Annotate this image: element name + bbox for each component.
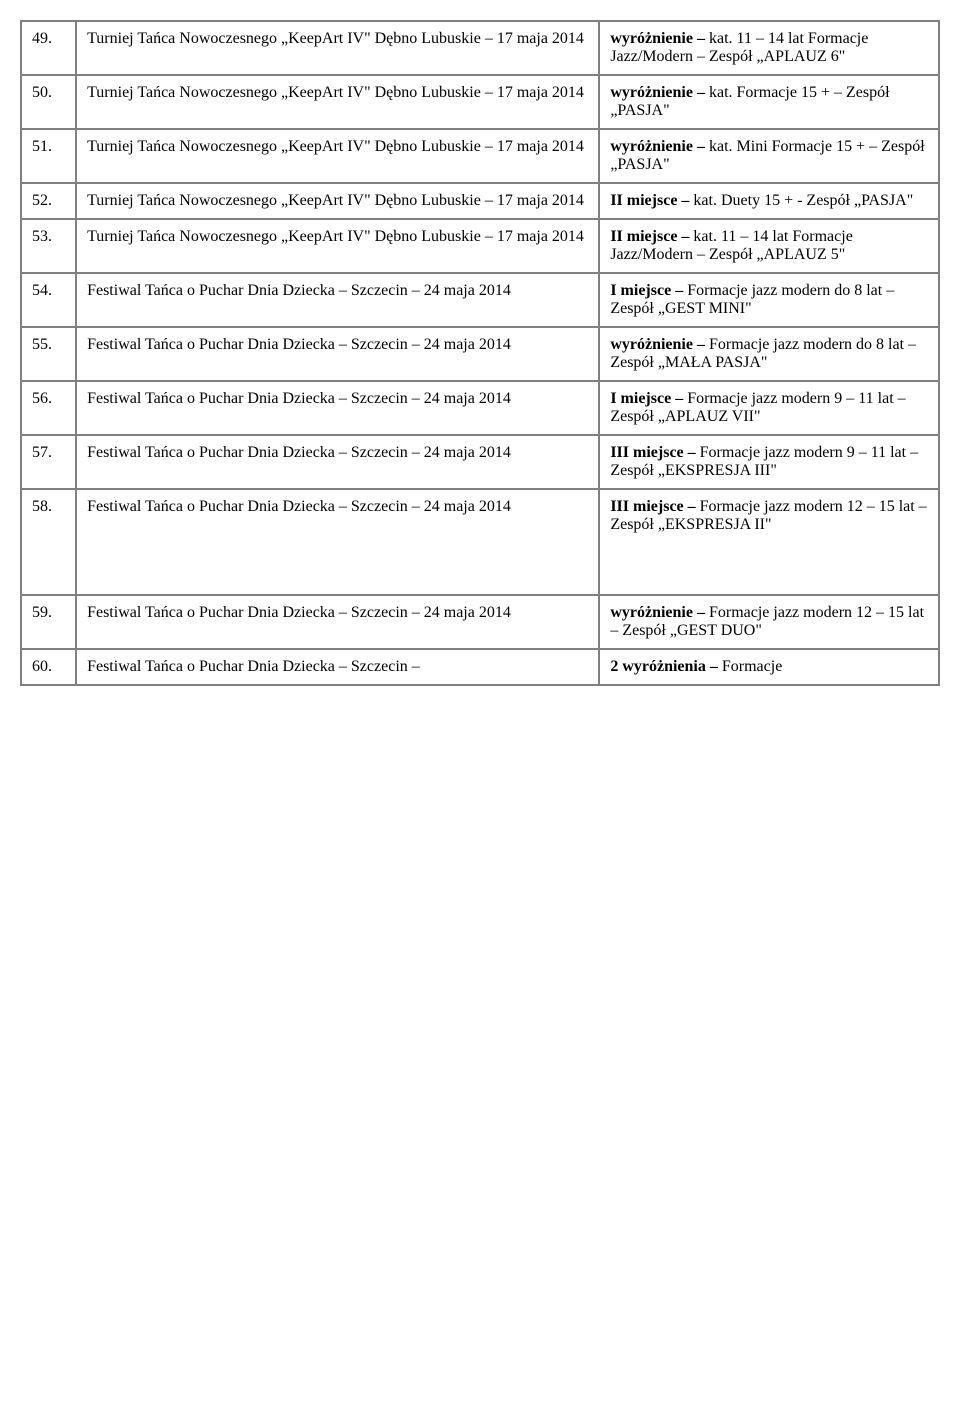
row-number: 58.: [21, 489, 76, 595]
table-row: 56.Festiwal Tańca o Puchar Dnia Dziecka …: [21, 381, 939, 435]
table-row: 50.Turniej Tańca Nowoczesnego „KeepArt I…: [21, 75, 939, 129]
row-number: 54.: [21, 273, 76, 327]
event-cell: Festiwal Tańca o Puchar Dnia Dziecka – S…: [76, 327, 599, 381]
result-cell: wyróżnienie – kat. Formacje 15 + – Zespó…: [599, 75, 939, 129]
table-row: 52.Turniej Tańca Nowoczesnego „KeepArt I…: [21, 183, 939, 219]
row-number: 60.: [21, 649, 76, 685]
event-cell: Festiwal Tańca o Puchar Dnia Dziecka – S…: [76, 381, 599, 435]
table-row: 59.Festiwal Tańca o Puchar Dnia Dziecka …: [21, 595, 939, 649]
result-bold: I miejsce –: [610, 282, 687, 299]
event-cell: Festiwal Tańca o Puchar Dnia Dziecka – S…: [76, 649, 599, 685]
row-number: 57.: [21, 435, 76, 489]
result-cell: III miejsce – Formacje jazz modern 9 – 1…: [599, 435, 939, 489]
result-cell: wyróżnienie – Formacje jazz modern 12 – …: [599, 595, 939, 649]
row-number: 52.: [21, 183, 76, 219]
result-cell: wyróżnienie – Formacje jazz modern do 8 …: [599, 327, 939, 381]
result-bold: wyróżnienie –: [610, 30, 709, 47]
table-row: 57.Festiwal Tańca o Puchar Dnia Dziecka …: [21, 435, 939, 489]
event-cell: Turniej Tańca Nowoczesnego „KeepArt IV" …: [76, 183, 599, 219]
event-cell: Festiwal Tańca o Puchar Dnia Dziecka – S…: [76, 435, 599, 489]
result-cell: I miejsce – Formacje jazz modern do 8 la…: [599, 273, 939, 327]
table-row: 60.Festiwal Tańca o Puchar Dnia Dziecka …: [21, 649, 939, 685]
table-row: 55.Festiwal Tańca o Puchar Dnia Dziecka …: [21, 327, 939, 381]
event-cell: Turniej Tańca Nowoczesnego „KeepArt IV" …: [76, 219, 599, 273]
table-row: 54.Festiwal Tańca o Puchar Dnia Dziecka …: [21, 273, 939, 327]
result-bold: II miejsce –: [610, 192, 693, 209]
result-bold: wyróżnienie –: [610, 604, 709, 621]
result-rest: kat. Duety 15 + - Zespół „PASJA": [693, 192, 913, 209]
row-number: 55.: [21, 327, 76, 381]
result-cell: II miejsce – kat. Duety 15 + - Zespół „P…: [599, 183, 939, 219]
result-bold: 2 wyróżnienia –: [610, 658, 722, 675]
result-bold: wyróżnienie –: [610, 138, 709, 155]
result-cell: wyróżnienie – kat. 11 – 14 lat Formacje …: [599, 21, 939, 75]
result-bold: wyróżnienie –: [610, 84, 709, 101]
result-cell: I miejsce – Formacje jazz modern 9 – 11 …: [599, 381, 939, 435]
result-cell: II miejsce – kat. 11 – 14 lat Formacje J…: [599, 219, 939, 273]
row-number: 49.: [21, 21, 76, 75]
row-number: 56.: [21, 381, 76, 435]
event-cell: Festiwal Tańca o Puchar Dnia Dziecka – S…: [76, 595, 599, 649]
row-number: 53.: [21, 219, 76, 273]
table-row: 51.Turniej Tańca Nowoczesnego „KeepArt I…: [21, 129, 939, 183]
row-number: 59.: [21, 595, 76, 649]
result-cell: 2 wyróżnienia – Formacje: [599, 649, 939, 685]
result-cell: III miejsce – Formacje jazz modern 12 – …: [599, 489, 939, 595]
row-number: 51.: [21, 129, 76, 183]
row-number: 50.: [21, 75, 76, 129]
results-table: 49.Turniej Tańca Nowoczesnego „KeepArt I…: [20, 20, 940, 686]
result-rest: Formacje: [722, 658, 782, 675]
result-cell: wyróżnienie – kat. Mini Formacje 15 + – …: [599, 129, 939, 183]
result-bold: II miejsce –: [610, 228, 693, 245]
event-cell: Festiwal Tańca o Puchar Dnia Dziecka – S…: [76, 273, 599, 327]
result-bold: III miejsce –: [610, 498, 699, 515]
table-row: 53.Turniej Tańca Nowoczesnego „KeepArt I…: [21, 219, 939, 273]
event-cell: Turniej Tańca Nowoczesnego „KeepArt IV" …: [76, 21, 599, 75]
event-cell: Turniej Tańca Nowoczesnego „KeepArt IV" …: [76, 129, 599, 183]
result-bold: III miejsce –: [610, 444, 699, 461]
table-row: 58.Festiwal Tańca o Puchar Dnia Dziecka …: [21, 489, 939, 595]
result-bold: I miejsce –: [610, 390, 687, 407]
table-row: 49.Turniej Tańca Nowoczesnego „KeepArt I…: [21, 21, 939, 75]
event-cell: Turniej Tańca Nowoczesnego „KeepArt IV" …: [76, 75, 599, 129]
result-bold: wyróżnienie –: [610, 336, 709, 353]
event-cell: Festiwal Tańca o Puchar Dnia Dziecka – S…: [76, 489, 599, 595]
